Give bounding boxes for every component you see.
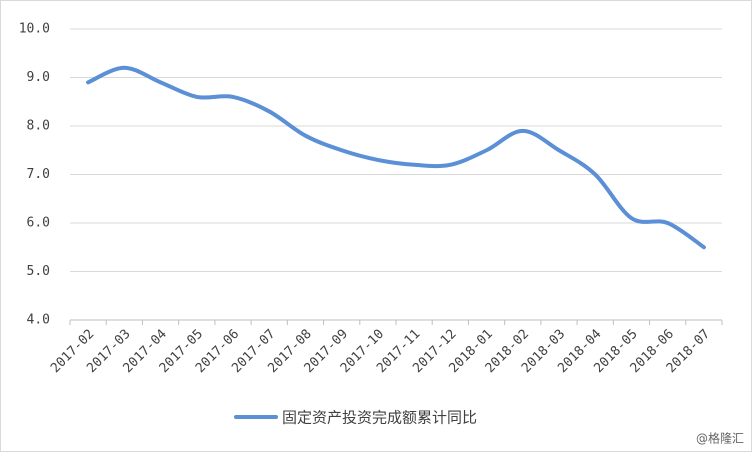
y-tick-label: 7.0 xyxy=(27,167,50,182)
y-tick-label: 8.0 xyxy=(27,119,50,134)
y-tick-label: 6.0 xyxy=(27,216,50,231)
legend-label: 固定资产投资完成额累计同比 xyxy=(282,409,477,427)
y-tick-label: 10.0 xyxy=(19,22,50,37)
y-tick-label: 5.0 xyxy=(27,264,50,279)
data-line xyxy=(86,65,706,250)
y-tick-label: 4.0 xyxy=(27,313,50,328)
watermark: @格隆汇 xyxy=(696,431,744,446)
y-tick-label: 9.0 xyxy=(27,70,50,85)
